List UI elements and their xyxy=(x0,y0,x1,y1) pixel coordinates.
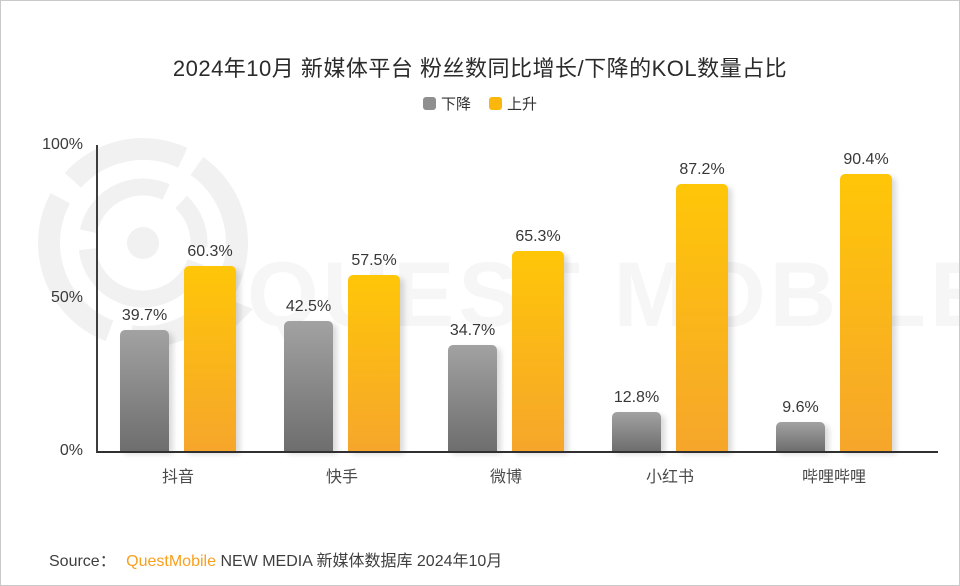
bar-group-kuaishou: 42.5% 57.5% xyxy=(260,145,424,451)
value-label-up-kuaishou: 57.5% xyxy=(351,252,397,270)
legend-swatch-down xyxy=(422,97,436,110)
value-label-up-douyin: 60.3% xyxy=(187,243,233,261)
category-label-kuaishou: 快手 xyxy=(325,469,358,486)
bar-up-bilibili xyxy=(840,174,892,451)
value-label-down-douyin: 39.7% xyxy=(121,306,168,324)
value-label-down-bilibili: 9.6% xyxy=(782,398,819,416)
source-prefix: Source： xyxy=(49,553,116,570)
legend-item-up: 上升 xyxy=(489,93,537,114)
source-line: Source： QuestMobile NEW MEDIA 新媒体数据库 202… xyxy=(49,547,502,571)
bar-slot-down-bilibili: 9.6% xyxy=(776,145,825,451)
bar-group-bilibili: 9.6% 90.4% xyxy=(752,145,916,451)
bar-down-xiaohongshu xyxy=(612,411,661,451)
bar-up-kuaishou xyxy=(348,275,400,451)
bar-slot-down-xiaohongshu: 12.8% xyxy=(612,145,661,451)
value-label-down-weibo: 34.7% xyxy=(449,321,496,339)
value-label-down-xiaohongshu: 12.8% xyxy=(613,388,660,406)
legend-item-down: 下降 xyxy=(422,93,471,114)
bar-up-xiaohongshu xyxy=(676,184,728,451)
bar-groups: 39.7% 60.3% 42.5% 57.5% 34.7% 65.3% 12.8% 87.2%… xyxy=(96,145,936,451)
y-tick-100: 100% xyxy=(42,136,83,153)
bar-slot-up-bilibili: 90.4% xyxy=(840,145,892,451)
bar-slot-up-douyin: 60.3% xyxy=(184,145,236,451)
value-label-down-kuaishou: 42.5% xyxy=(285,297,332,315)
value-label-up-weibo: 65.3% xyxy=(515,228,561,246)
chart-title: 2024年10月 新媒体平台 粉丝数同比增长/下降的KOL数量占比 xyxy=(172,56,788,81)
bar-down-douyin xyxy=(120,329,169,451)
category-label-weibo: 微博 xyxy=(489,469,522,486)
bar-slot-up-xiaohongshu: 87.2% xyxy=(676,145,728,451)
category-label-bilibili: 哔哩哔哩 xyxy=(801,469,866,486)
bar-slot-down-douyin: 39.7% xyxy=(120,145,169,451)
value-label-up-xiaohongshu: 87.2% xyxy=(679,161,725,179)
category-labels: 抖音 快手 微博 小红书 哔哩哔哩 xyxy=(96,463,936,487)
legend: 下降 上升 xyxy=(1,93,959,114)
bar-group-douyin: 39.7% 60.3% xyxy=(96,145,260,451)
y-tick-50: 50% xyxy=(50,289,83,306)
legend-swatch-up xyxy=(489,97,502,110)
source-rest: NEW MEDIA 新媒体数据库 2024年10月 xyxy=(220,553,503,570)
value-label-up-bilibili: 90.4% xyxy=(843,151,889,169)
category-label-douyin: 抖音 xyxy=(161,469,194,486)
source-brand: QuestMobile xyxy=(126,553,216,570)
bar-group-xiaohongshu: 12.8% 87.2% xyxy=(588,145,752,451)
y-tick-0: 0% xyxy=(59,442,83,459)
bar-group-weibo: 34.7% 65.3% xyxy=(424,145,588,451)
bar-down-bilibili xyxy=(776,421,825,451)
category-label-xiaohongshu: 小红书 xyxy=(645,469,694,486)
bar-down-weibo xyxy=(448,344,497,451)
legend-label-down: 下降 xyxy=(440,96,471,113)
bar-slot-up-weibo: 65.3% xyxy=(512,145,564,451)
bar-slot-up-kuaishou: 57.5% xyxy=(348,145,400,451)
bar-up-weibo xyxy=(512,251,564,451)
legend-label-up: 上升 xyxy=(507,96,538,113)
bar-slot-down-kuaishou: 42.5% xyxy=(284,145,333,451)
bar-up-douyin xyxy=(184,266,236,451)
bar-slot-down-weibo: 34.7% xyxy=(448,145,497,451)
bar-down-kuaishou xyxy=(284,320,333,451)
